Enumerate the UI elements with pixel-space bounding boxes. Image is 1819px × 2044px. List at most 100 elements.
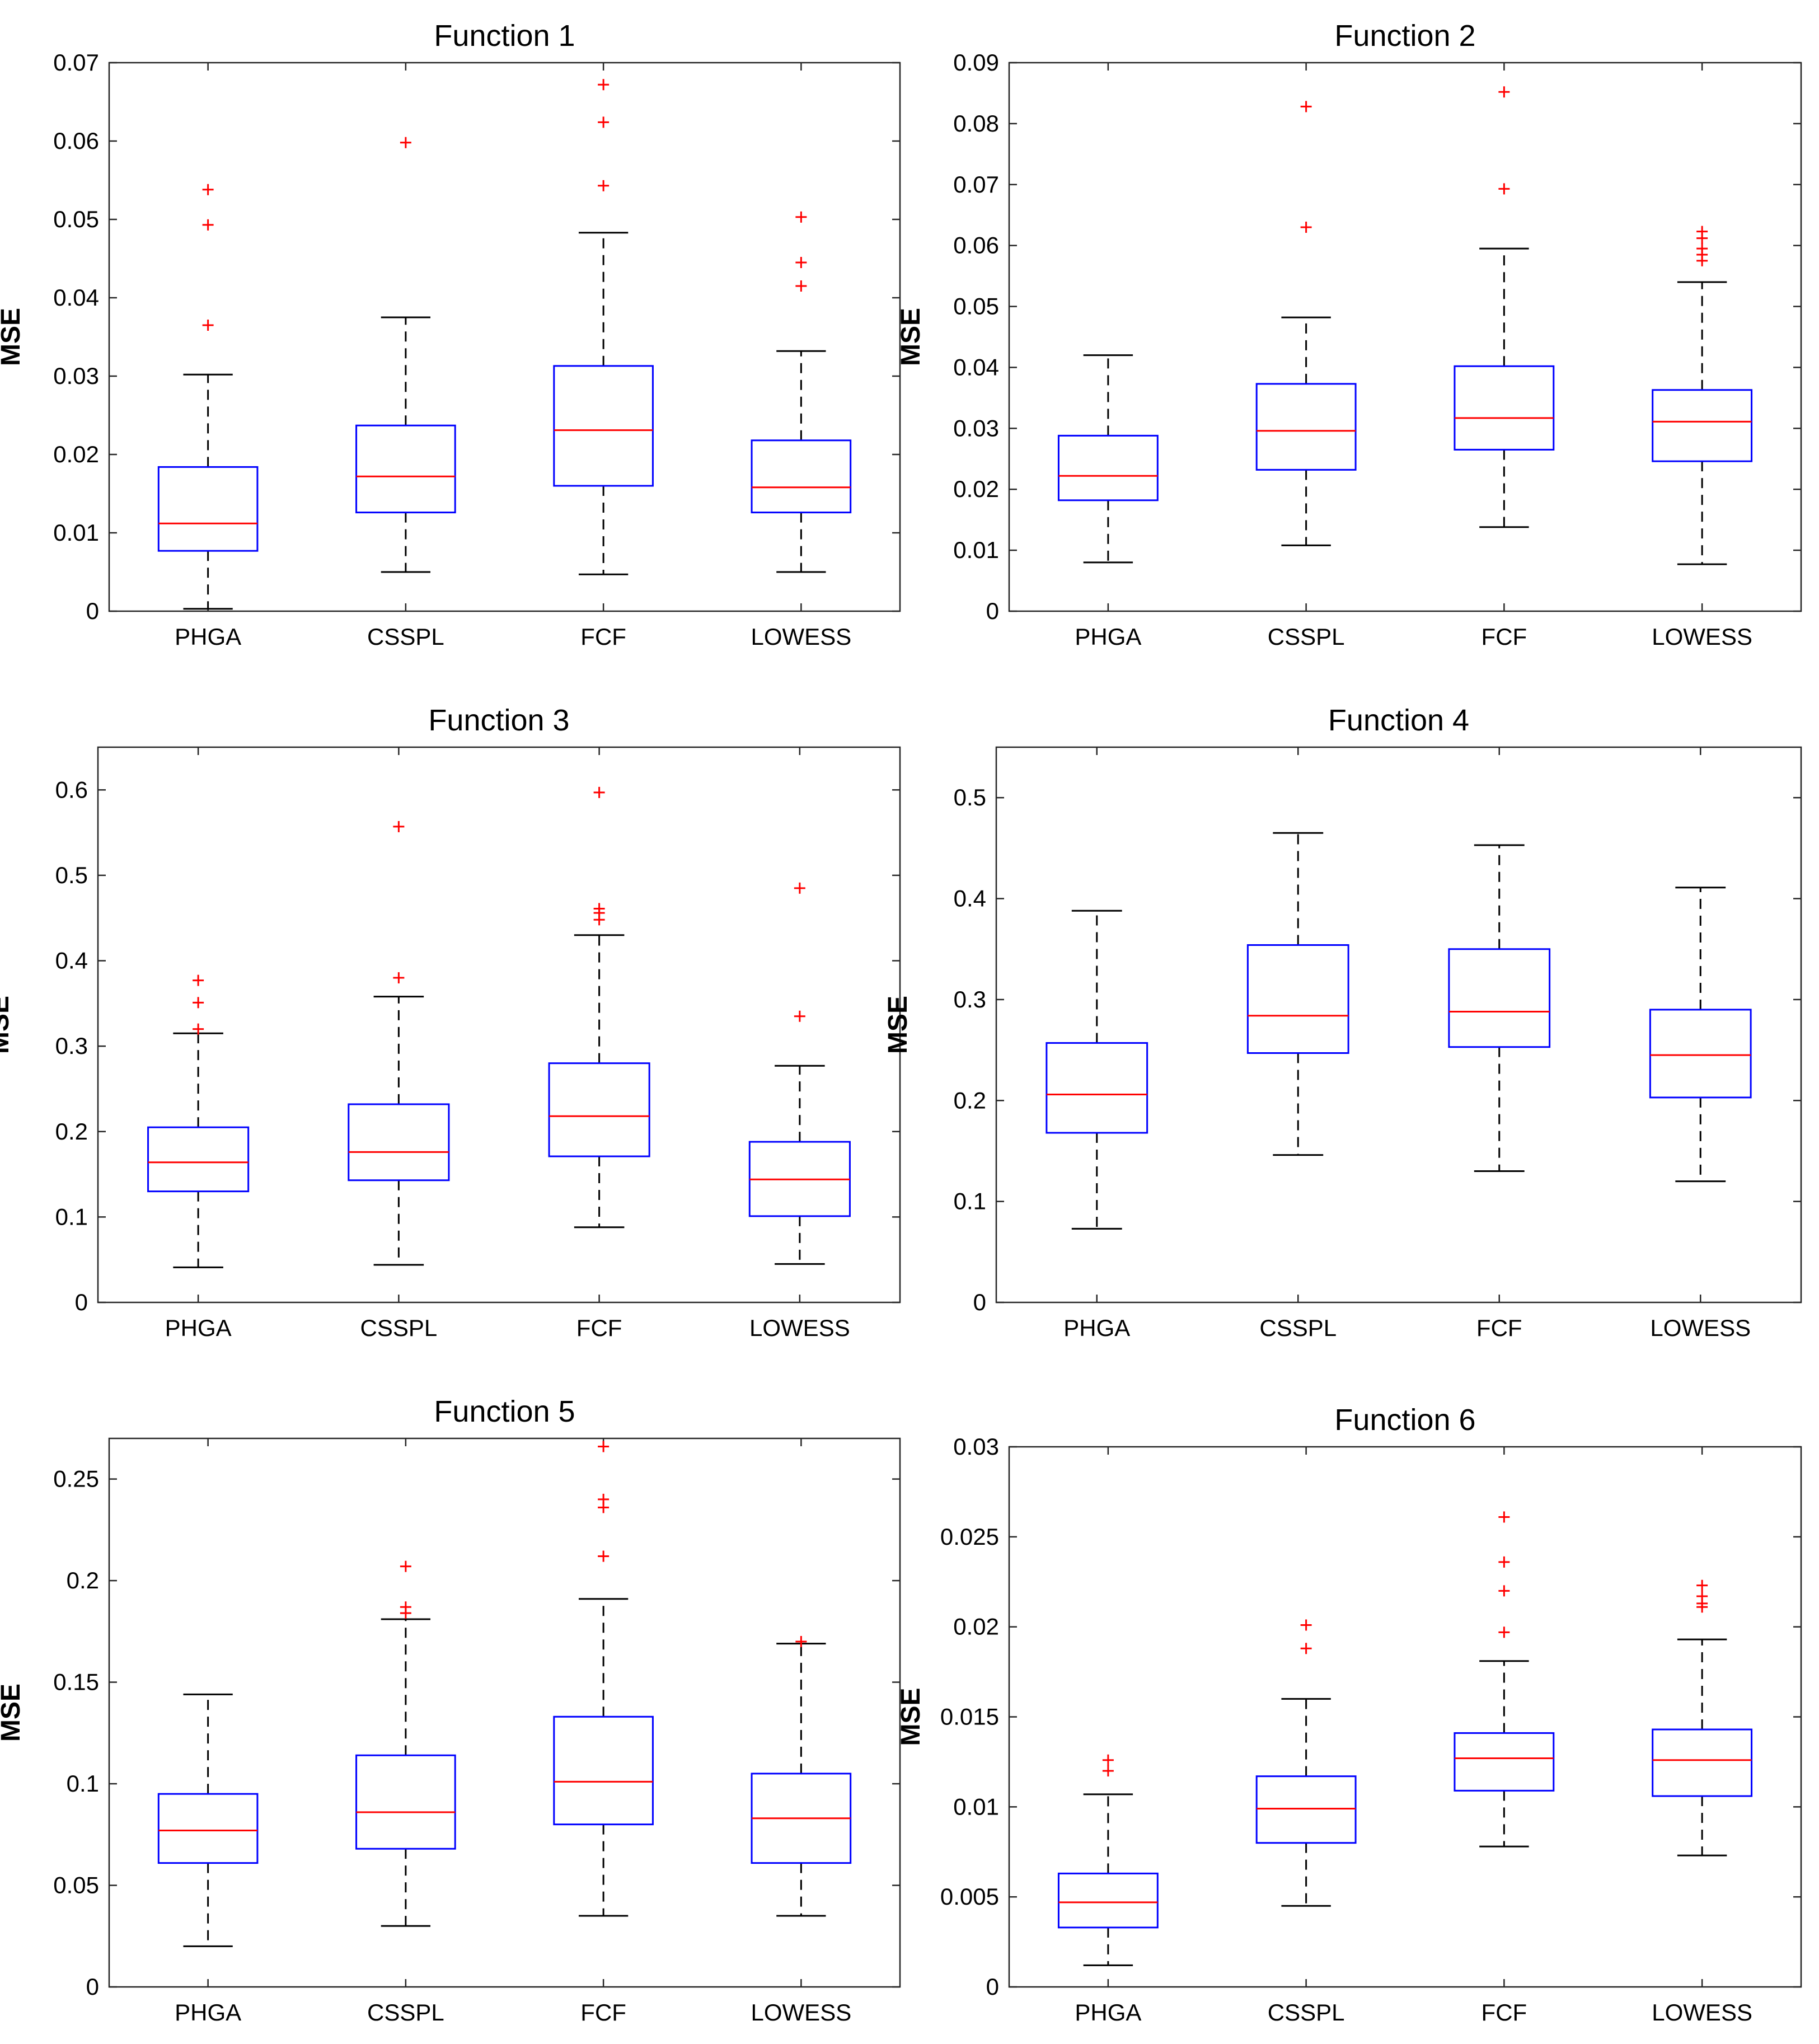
outlier-marker [1102,1765,1114,1776]
iqr-box [157,466,259,552]
outlier-marker [193,1023,204,1035]
y-tick-label: 0.09 [953,49,999,76]
y-axis-label: MSE [896,1687,926,1746]
box-phga [157,1693,259,1947]
axes-frame [108,62,901,612]
box-csspl [1255,1619,1357,1907]
axes-frame [108,1437,901,1988]
outlier-marker [1300,101,1312,112]
y-tick-label: 0.005 [940,1883,999,1910]
x-tick-label-fcf: FCF [1476,1315,1522,1341]
y-tick-label: 0.01 [953,1793,999,1820]
y-tick-label: 0.3 [954,986,986,1012]
box-lowess [1652,1579,1753,1857]
outlier-marker [1300,1619,1312,1631]
box-fcf [553,1441,654,1917]
y-tick-label: 0.2 [55,1118,88,1145]
outlier-marker [598,79,610,91]
y-tick-label: 0 [973,1289,986,1315]
x-tick-label-phga: PHGA [1075,623,1141,650]
y-tick-label: 0 [75,1289,88,1315]
box-csspl [348,821,450,1266]
chart-title: Function 6 [1334,1403,1475,1437]
x-tick-label-csspl: CSSPL [360,1315,438,1341]
iqr-box [355,424,456,514]
box-lowess [751,1635,852,1917]
y-tick-label: 0.015 [940,1704,999,1730]
x-tick-label-fcf: FCF [1482,1999,1527,2026]
box-csspl [1255,101,1357,546]
y-tick-label: 0.06 [953,232,999,259]
chart-panel-5: Function 5 MSE 0 0.05 0.1 0.15 0.2 0.25 PHGA CSSP… [0,1395,901,2026]
chart-title: Function 5 [434,1395,575,1428]
x-tick-label-phga: PHGA [165,1315,232,1341]
outlier-marker [400,1560,411,1572]
x-tick-label-csspl: CSSPL [367,1999,444,2026]
iqr-box [1454,365,1555,451]
iqr-box [1057,434,1159,501]
x-tick-label-fcf: FCF [580,623,626,650]
box-lowess [748,882,851,1265]
chart-title: Function 1 [434,19,575,53]
outlier-marker [795,257,807,268]
outlier-marker [1498,86,1510,98]
outlier-marker [202,320,214,331]
x-tick-label-phga: PHGA [175,1999,241,2026]
outlier-marker [193,974,204,986]
iqr-box [548,1062,650,1157]
chart-title: Function 2 [1334,19,1475,53]
axes-frame [97,746,901,1304]
y-tick-label: 0.05 [53,206,99,232]
x-tick-label-fcf: FCF [580,1999,626,2026]
box-fcf [548,786,650,1229]
outlier-marker [1498,1585,1510,1597]
chart-panel-4: Function 4 MSE 0 0.1 0.2 0.3 0.4 0.5 PHGA CSSPL FC… [883,704,1802,1341]
outlier-marker [193,997,204,1009]
y-tick-label: 0.1 [55,1203,88,1230]
y-tick-label: 0.04 [53,284,99,311]
iqr-box [1246,944,1349,1054]
iqr-box [751,439,852,514]
y-tick-label: 0.6 [55,776,88,803]
iqr-box [1652,389,1753,462]
y-tick-label: 0.4 [954,885,986,912]
iqr-box [1046,1042,1148,1134]
y-tick-label: 0.4 [55,948,88,974]
y-axis-label: MSE [0,996,15,1054]
box-phga [1057,1754,1159,1966]
box-csspl [355,1560,456,1927]
y-tick-label: 0 [86,1973,99,2000]
box-fcf [1448,844,1551,1173]
box-fcf [553,79,654,575]
x-tick-label-lowess: LOWESS [751,1999,852,2026]
box-phga [1057,354,1159,564]
outlier-marker [1498,1511,1510,1523]
x-tick-label-csspl: CSSPL [367,623,444,650]
outlier-marker [593,903,605,915]
box-phga [1046,910,1148,1230]
y-tick-label: 0.5 [954,784,986,810]
y-tick-label: 0.5 [55,862,88,888]
outlier-marker [1696,1579,1708,1591]
y-tick-label: 0.04 [953,354,999,380]
y-axis-label: MSE [883,996,913,1054]
x-tick-label-phga: PHGA [1075,1999,1141,2026]
outlier-marker [794,882,805,894]
outlier-marker [1498,1626,1510,1638]
y-tick-label: 0.02 [53,441,99,467]
axes-frame [1008,1446,1802,1988]
y-tick-label: 0 [986,1973,999,2000]
y-tick-label: 0.07 [953,171,999,198]
axes-frame [995,746,1802,1304]
x-tick-label-lowess: LOWESS [1650,1315,1751,1341]
x-tick-label-lowess: LOWESS [749,1315,850,1341]
chart-panel-3: Function 3 MSE 0 0.1 0.2 0.3 0.4 0.5 0.6 PHGA CSSP… [0,704,901,1341]
chart-panel-1: Function 1 MSE 0 0.01 0.02 0.03 0.04 0.05 0.06 0.… [0,19,901,650]
y-tick-label: 0.07 [53,49,99,76]
iqr-box [1057,1872,1159,1929]
y-tick-label: 0.3 [55,1033,88,1059]
chart-title: Function 4 [1328,704,1469,737]
y-axis-label: MSE [0,308,26,366]
iqr-box [553,365,654,487]
